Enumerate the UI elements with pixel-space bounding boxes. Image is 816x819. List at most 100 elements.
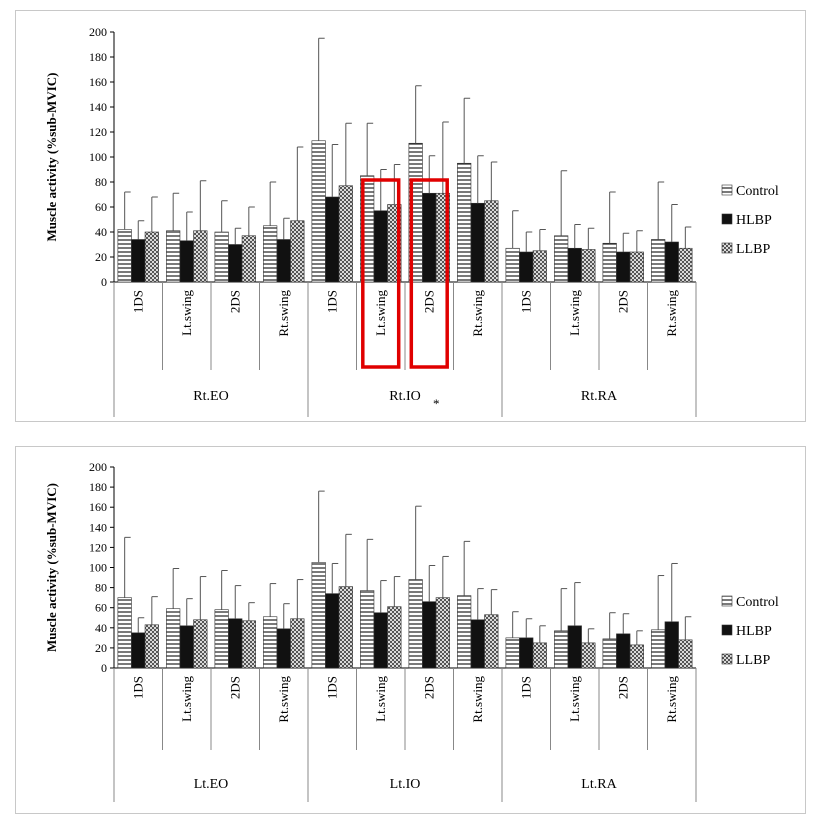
- bar-llbp-lt-io-rt-swing: [484, 614, 499, 669]
- bar-hlbp-lt-io-1ds: [325, 593, 340, 669]
- bar-control-rt-ra-lt-swing: [554, 235, 569, 283]
- bar-hlbp-lt-ra-rt-swing: [664, 621, 679, 669]
- phase-label-lt-io-lt-swing: Lt.swing: [373, 676, 388, 722]
- bar-control-rt-eo-rt-swing: [263, 225, 278, 283]
- bar-hlbp-rt-ra-lt-swing: [567, 247, 582, 283]
- y-tick-label: 180: [89, 50, 107, 64]
- y-tick-label: 100: [89, 150, 107, 164]
- phase-label-rt-eo-2ds: 2DS: [227, 290, 242, 313]
- bar-llbp-lt-eo-1ds: [144, 624, 159, 669]
- y-tick-label: 60: [95, 200, 107, 214]
- bar-hlbp-lt-eo-1ds: [131, 632, 146, 669]
- bar-control-rt-io-1ds: [311, 140, 326, 283]
- y-tick-label: 80: [95, 581, 107, 595]
- y-tick-label: 40: [95, 621, 107, 635]
- bar-control-rt-eo-1ds: [117, 229, 132, 283]
- bar-hlbp-lt-ra-lt-swing: [567, 625, 582, 669]
- bar-llbp-lt-ra-1ds: [532, 642, 547, 669]
- bar-llbp-lt-io-2ds: [435, 597, 450, 669]
- bar-control-lt-io-rt-swing: [457, 595, 472, 669]
- bar-llbp-rt-ra-lt-swing: [581, 249, 596, 283]
- y-tick-label: 120: [89, 540, 107, 554]
- bar-llbp-rt-eo-lt-swing: [193, 230, 208, 283]
- y-axis-label: Muscle activity (%sub-MVIC): [44, 73, 59, 242]
- significance-annotation: *: [433, 396, 440, 411]
- y-tick-label: 20: [95, 641, 107, 655]
- bar-hlbp-lt-eo-rt-swing: [276, 628, 291, 669]
- bar-hlbp-lt-io-rt-swing: [470, 619, 485, 669]
- bar-llbp-rt-io-1ds: [338, 185, 353, 283]
- bar-llbp-rt-eo-rt-swing: [290, 220, 305, 283]
- chart-panel-top: Muscle activity (%sub-MVIC) 0 20 40 60 80 100 1…: [15, 10, 806, 422]
- bar-control-lt-ra-lt-swing: [554, 630, 569, 669]
- phase-label-rt-ra-2ds: 2DS: [615, 290, 630, 313]
- bar-hlbp-rt-ra-1ds: [519, 251, 534, 283]
- bar-llbp-rt-ra-2ds: [629, 251, 644, 283]
- bar-control-lt-ra-1ds: [505, 637, 520, 669]
- bar-llbp-lt-ra-lt-swing: [581, 642, 596, 669]
- bar-control-lt-eo-rt-swing: [263, 616, 278, 669]
- phase-label-rt-ra-rt-swing: Rt.swing: [664, 290, 679, 337]
- y-tick-label: 160: [89, 75, 107, 89]
- bar-llbp-lt-eo-rt-swing: [290, 618, 305, 669]
- phase-label-lt-io-2ds: 2DS: [421, 676, 436, 699]
- phase-label-rt-io-rt-swing: Rt.swing: [470, 290, 485, 337]
- bar-control-lt-eo-2ds: [214, 609, 229, 669]
- y-tick-label: 0: [101, 275, 107, 289]
- phase-label-lt-eo-2ds: 2DS: [227, 676, 242, 699]
- y-tick-label: 120: [89, 125, 107, 139]
- y-tick-label: 180: [89, 480, 107, 494]
- legend-label-hlbp: HLBP: [736, 624, 772, 639]
- legend-label-llbp: LLBP: [736, 242, 770, 257]
- bar-hlbp-rt-ra-rt-swing: [664, 241, 679, 283]
- group-label-rt-eo: Rt.EO: [193, 389, 228, 404]
- legend-label-hlbp: HLBP: [736, 213, 772, 228]
- y-axis-label: Muscle activity (%sub-MVIC): [44, 483, 59, 652]
- bar-llbp-lt-eo-2ds: [241, 620, 256, 669]
- bar-control-rt-ra-2ds: [602, 242, 617, 283]
- chart-bottom: Muscle activity (%sub-MVIC) 0 20 40 60 80 100 1…: [44, 460, 779, 802]
- bar-control-lt-io-2ds: [408, 579, 423, 669]
- bar-control-lt-ra-rt-swing: [651, 629, 666, 669]
- bar-llbp-lt-ra-2ds: [629, 644, 644, 669]
- phase-label-lt-ra-lt-swing: Lt.swing: [567, 676, 582, 722]
- legend-swatch-llbp: [721, 242, 733, 254]
- bar-hlbp-lt-ra-2ds: [616, 633, 631, 669]
- highlight-box-rt-io-lt-swing: [361, 178, 401, 369]
- phase-label-lt-io-1ds: 1DS: [324, 676, 339, 699]
- legend-swatch-control: [721, 595, 733, 607]
- y-tick-label: 60: [95, 601, 107, 615]
- bar-control-lt-io-lt-swing: [360, 590, 375, 669]
- bar-control-lt-ra-2ds: [602, 638, 617, 669]
- phase-label-lt-ra-2ds: 2DS: [615, 676, 630, 699]
- legend-swatch-control: [721, 184, 733, 196]
- group-label-rt-io: Rt.IO: [389, 389, 421, 404]
- y-tick-label: 80: [95, 175, 107, 189]
- y-tick-label: 140: [89, 100, 107, 114]
- phase-label-rt-eo-rt-swing: Rt.swing: [276, 290, 291, 337]
- y-tick-label: 140: [89, 520, 107, 534]
- bar-control-lt-io-1ds: [311, 562, 326, 669]
- bar-llbp-lt-ra-rt-swing: [678, 639, 693, 669]
- bar-hlbp-rt-io-rt-swing: [470, 202, 485, 283]
- bar-hlbp-lt-ra-1ds: [519, 637, 534, 669]
- bar-llbp-lt-io-lt-swing: [387, 606, 402, 669]
- bar-control-rt-eo-2ds: [214, 231, 229, 283]
- group-label-rt-ra: Rt.RA: [581, 389, 618, 404]
- bar-hlbp-rt-io-1ds: [325, 196, 340, 283]
- phase-label-rt-ra-1ds: 1DS: [518, 290, 533, 313]
- y-tick-label: 20: [95, 250, 107, 264]
- bar-llbp-rt-eo-1ds: [144, 231, 159, 283]
- bar-control-rt-eo-lt-swing: [166, 230, 181, 283]
- y-tick-label: 0: [101, 661, 107, 675]
- phase-label-lt-ra-1ds: 1DS: [518, 676, 533, 699]
- phase-label-lt-ra-rt-swing: Rt.swing: [664, 676, 679, 723]
- phase-label-lt-eo-lt-swing: Lt.swing: [179, 676, 194, 722]
- legend-swatch-hlbp: [721, 213, 733, 225]
- group-label-lt-eo: Lt.EO: [194, 777, 229, 792]
- bar-hlbp-rt-eo-1ds: [131, 239, 146, 283]
- y-tick-label: 100: [89, 561, 107, 575]
- y-tick-label: 200: [89, 460, 107, 474]
- bar-hlbp-rt-eo-lt-swing: [179, 240, 194, 283]
- bar-llbp-rt-eo-2ds: [241, 235, 256, 283]
